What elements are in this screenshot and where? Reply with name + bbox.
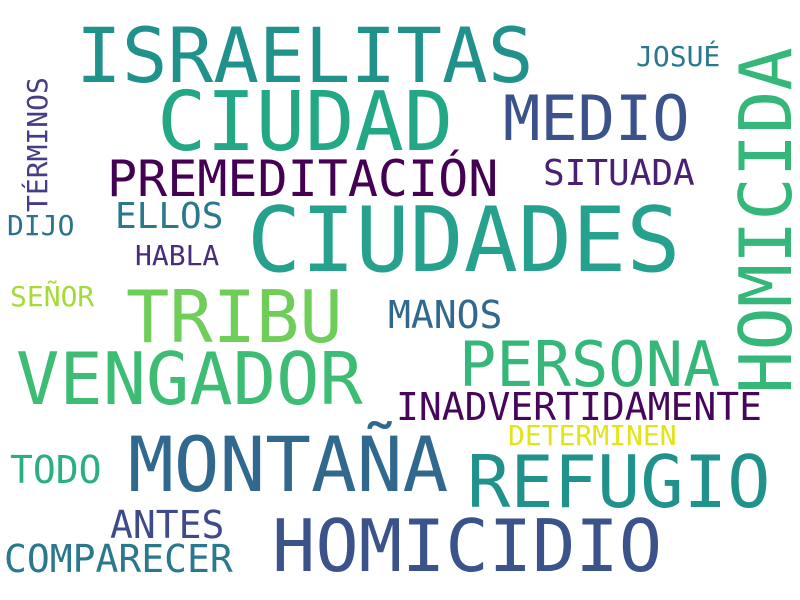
- word-ciudad: CIUDAD: [157, 75, 454, 170]
- word-montana: MONTAÑA: [128, 420, 449, 509]
- word-ellos: ELLOS: [115, 196, 224, 237]
- word-homicidio: HOMICIDIO: [272, 504, 663, 588]
- word-senor: SEÑOR: [10, 280, 95, 313]
- word-dijo: DIJO: [7, 209, 75, 242]
- word-josue: JOSUÉ: [636, 40, 721, 73]
- word-comparecer: COMPARECER: [4, 537, 233, 581]
- word-antes: ANTES: [110, 503, 225, 547]
- word-medio: MEDIO: [503, 82, 690, 155]
- word-todo: TODO: [10, 448, 102, 492]
- word-situada: SITUADA: [543, 153, 695, 194]
- word-habla: HABLA: [135, 239, 220, 272]
- word-refugio: REFUGIO: [467, 440, 771, 524]
- word-manos: MANOS: [388, 293, 503, 337]
- word-inadvertidamente: INADVERTIDAMENTE: [396, 385, 763, 429]
- word-premeditacion: PREMEDITACIÓN: [107, 150, 499, 208]
- word-israelitas: ISRAELITAS: [76, 11, 534, 100]
- word-ciudades: CIUDADES: [247, 188, 681, 293]
- word-persona: PERSONA: [459, 328, 721, 401]
- word-vengador: VENGADOR: [16, 337, 363, 421]
- word-terminos: TÉRMINOS: [21, 77, 54, 212]
- word-tribu: TRIBU: [126, 275, 343, 359]
- word-determinen: DETERMINEN: [508, 419, 677, 452]
- word-homicida: HOMICIDA: [724, 47, 800, 394]
